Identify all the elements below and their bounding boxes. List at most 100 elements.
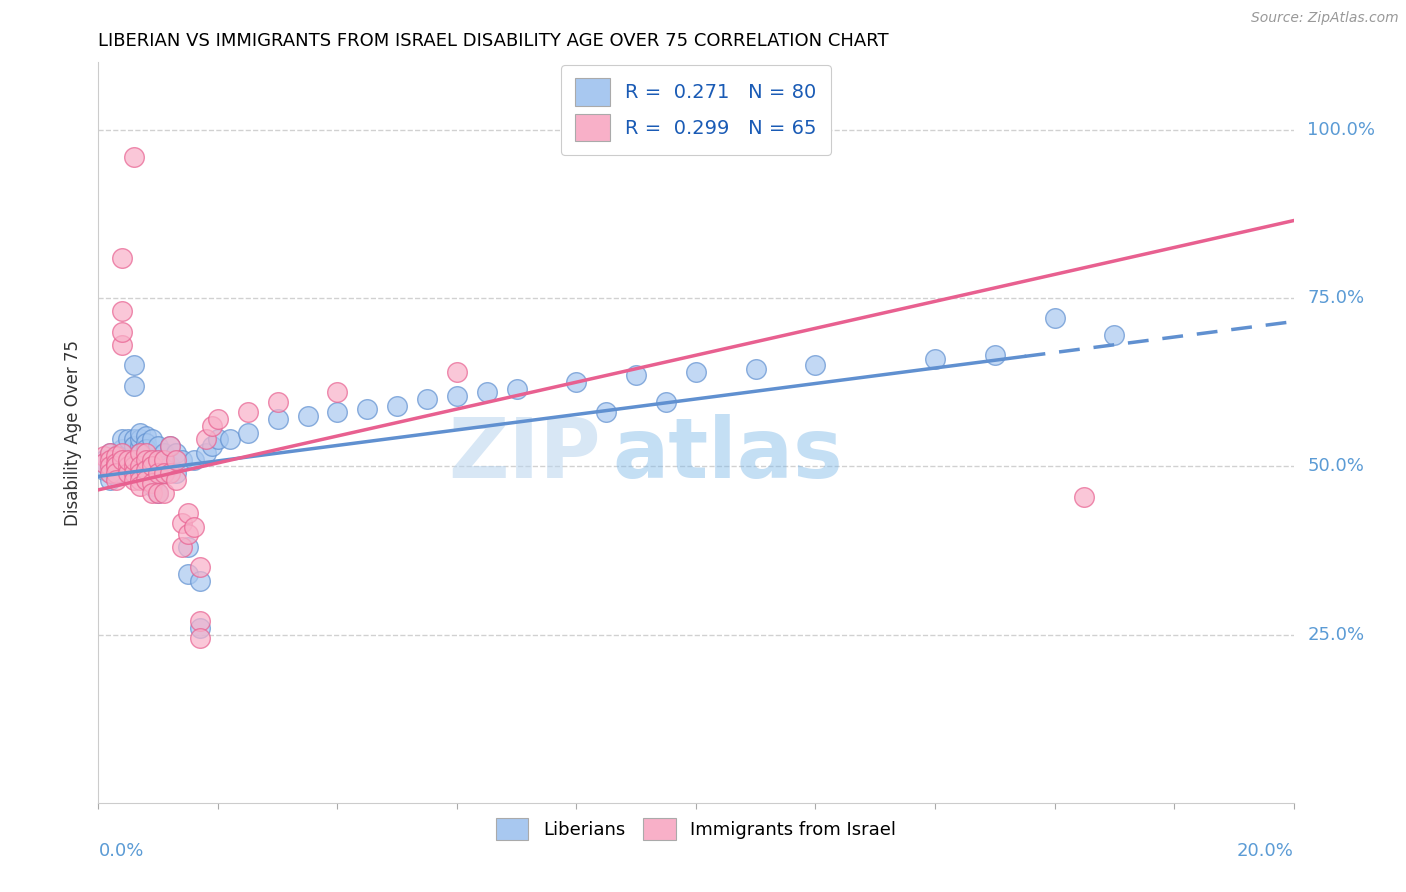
Point (105, 456, 128, 470)
Point (93, 449, 115, 463)
Point (129, 433, 152, 447)
Point (105, 462, 128, 476)
Point (124, 466, 146, 480)
Point (111, 452, 134, 467)
Point (141, 452, 163, 467)
Point (141, 433, 163, 447)
Point (385, 399, 409, 413)
Point (326, 405, 349, 419)
Point (105, 459, 128, 474)
Point (111, 338, 134, 352)
Point (172, 452, 194, 467)
Point (207, 433, 229, 447)
Point (117, 446, 139, 460)
Point (195, 446, 218, 460)
Text: ZIP: ZIP (449, 414, 600, 495)
Point (98, 452, 122, 467)
Point (165, 466, 187, 480)
Point (93, 456, 115, 470)
Point (111, 446, 134, 460)
Point (105, 449, 128, 463)
Point (129, 425, 152, 440)
Point (1104, 328, 1126, 343)
Y-axis label: Disability Age Over 75: Disability Age Over 75 (65, 340, 83, 525)
Point (141, 459, 163, 474)
Point (236, 405, 259, 419)
Point (129, 459, 152, 474)
Point (135, 452, 157, 467)
Point (685, 365, 707, 379)
Point (111, 459, 134, 474)
Point (124, 473, 146, 487)
Point (93, 452, 115, 467)
Point (475, 385, 498, 400)
Point (105, 469, 128, 483)
Point (93, 456, 115, 470)
Point (626, 368, 648, 383)
Point (416, 392, 439, 406)
Point (188, 621, 211, 635)
Point (183, 452, 205, 467)
Point (129, 439, 152, 453)
Point (141, 452, 163, 467)
Text: 0.0%: 0.0% (98, 842, 143, 860)
Point (177, 526, 200, 541)
Point (98, 466, 122, 480)
Point (148, 466, 170, 480)
Text: 75.0%: 75.0% (1308, 289, 1365, 307)
Point (135, 429, 157, 443)
Point (135, 435, 157, 450)
Point (141, 479, 163, 493)
Point (188, 574, 211, 588)
Point (188, 614, 211, 628)
Point (153, 466, 176, 480)
Point (141, 476, 163, 491)
Point (267, 395, 290, 409)
Text: 25.0%: 25.0% (1308, 625, 1365, 643)
Point (165, 452, 187, 467)
Point (159, 439, 181, 453)
Point (124, 452, 146, 467)
Point (141, 486, 163, 500)
Point (297, 409, 319, 423)
Point (98, 473, 122, 487)
Text: Source: ZipAtlas.com: Source: ZipAtlas.com (1251, 11, 1399, 25)
Point (201, 418, 224, 433)
Point (98, 459, 122, 474)
Point (172, 516, 194, 531)
Point (565, 375, 588, 389)
Text: LIBERIAN VS IMMIGRANTS FROM ISRAEL DISABILITY AGE OVER 75 CORRELATION CHART: LIBERIAN VS IMMIGRANTS FROM ISRAEL DISAB… (98, 32, 889, 50)
Point (117, 459, 139, 474)
Point (117, 452, 139, 467)
Point (177, 507, 200, 521)
Point (105, 473, 128, 487)
Point (105, 452, 128, 467)
Point (124, 378, 146, 392)
Point (153, 446, 176, 460)
Point (506, 382, 529, 396)
Point (141, 459, 163, 474)
Point (129, 459, 152, 474)
Point (124, 359, 146, 373)
Point (195, 433, 218, 447)
Point (98, 466, 122, 480)
Point (105, 456, 128, 470)
Point (124, 433, 146, 447)
Point (111, 466, 134, 480)
Point (172, 540, 194, 554)
Legend: Liberians, Immigrants from Israel: Liberians, Immigrants from Israel (486, 809, 905, 849)
Point (129, 466, 152, 480)
Point (129, 479, 152, 493)
Point (165, 473, 187, 487)
Point (111, 325, 134, 339)
Point (129, 446, 152, 460)
Point (93, 462, 115, 476)
Point (111, 304, 134, 318)
Point (148, 452, 170, 467)
Point (98, 459, 122, 474)
Point (153, 466, 176, 480)
Point (924, 351, 946, 366)
Point (135, 442, 157, 457)
Point (129, 446, 152, 460)
Point (745, 361, 768, 376)
